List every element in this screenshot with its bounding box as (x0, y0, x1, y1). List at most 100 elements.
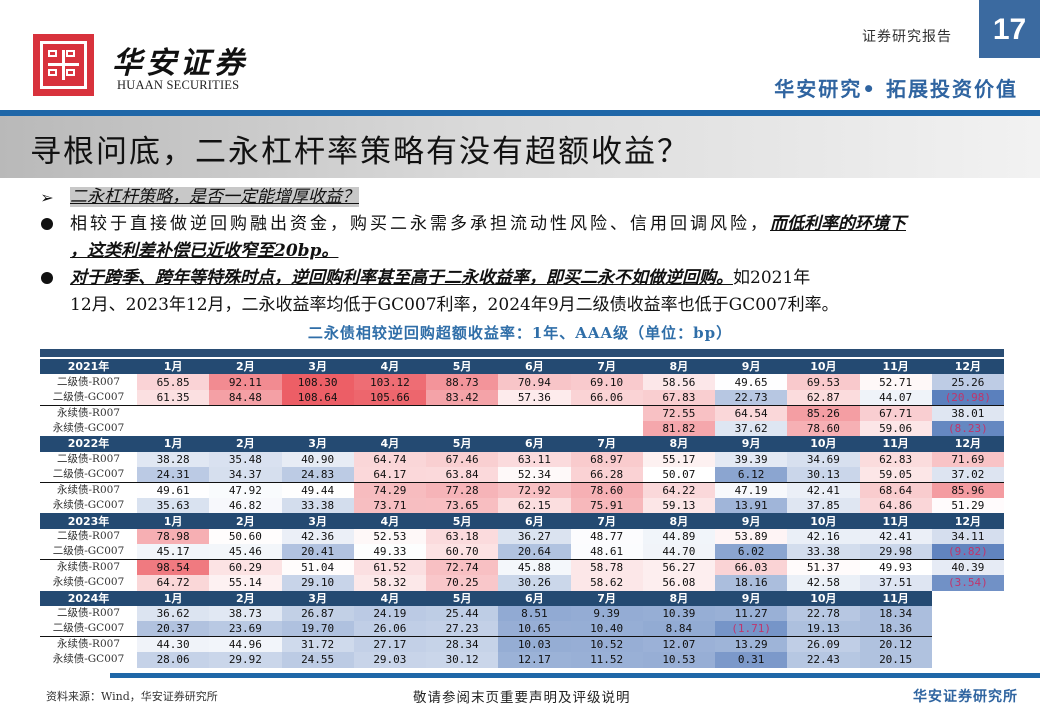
value-cell: 52.53 (353, 528, 426, 545)
year-label: 2024年 (40, 590, 137, 606)
row-label: 永续债-GC007 (40, 575, 137, 591)
value-cell: 108.30 (281, 374, 354, 390)
table-row: 二级债-R007 36.62 38.73 26.87 24.19 25.44 8.51 9.3… (40, 605, 1004, 622)
month-header: 11月 (859, 513, 932, 529)
value-cell: 68.64 (859, 481, 932, 498)
value-cell: 12.17 (498, 652, 571, 668)
month-header: 12月 (931, 359, 1004, 375)
table-title: 二永债相较逆回购超额收益率：1年、AAA级（单位：bp） (307, 324, 733, 342)
value-cell: 42.58 (787, 575, 860, 591)
value-cell: 29.98 (859, 544, 932, 560)
value-cell: 98.54 (137, 559, 210, 576)
value-cell: 64.74 (353, 451, 426, 467)
table-top-bar (40, 349, 1004, 357)
month-header: 3月 (281, 513, 354, 529)
month-header: 9月 (715, 359, 788, 375)
table-row: 二级债-R007 78.98 50.60 42.36 52.53 63.18 36.27 48… (40, 528, 1004, 545)
value-cell: (20.98) (931, 389, 1004, 406)
value-cell: 6.12 (715, 466, 788, 483)
row-label: 永续债-GC007 (40, 497, 137, 514)
value-cell: 42.16 (787, 528, 860, 545)
heading-text: 二永杠杆策略，是否一定能增厚收益？ (70, 187, 359, 207)
month-header: 11月 (859, 590, 932, 606)
bullet-2-text-a: 如2021年 (733, 268, 811, 288)
value-cell: 26.09 (787, 636, 860, 653)
value-cell: 70.94 (498, 374, 571, 390)
value-cell (137, 404, 210, 421)
value-cell: 66.06 (570, 389, 643, 406)
value-cell: 44.96 (209, 636, 282, 653)
value-cell (570, 420, 643, 437)
value-cell: 18.34 (859, 605, 932, 622)
excess-return-table: 2021年 1月 2月 3月 4月 5月 6月 7月 8月 9月 10月 11月 12月 二级债-R007… (40, 349, 1004, 668)
value-cell (931, 621, 1004, 637)
value-cell: 67.46 (426, 451, 499, 467)
row-label: 永续债-R007 (40, 481, 137, 498)
value-cell: 40.90 (281, 451, 354, 467)
value-cell: 37.85 (787, 497, 860, 514)
month-header: 4月 (353, 359, 426, 375)
value-cell: 13.91 (715, 497, 788, 514)
value-cell: 58.62 (570, 575, 643, 591)
month-header: 5月 (426, 590, 499, 606)
value-cell: 38.73 (209, 605, 282, 622)
dot-bullet-icon (36, 265, 58, 293)
value-cell: 49.44 (281, 481, 354, 498)
value-cell: 19.70 (281, 621, 354, 637)
bullet-item-2: 对于跨季、跨年等特殊时点，逆回购利率甚至高于二永收益率，即买二永不如做逆回购。如… (36, 265, 1016, 319)
month-header: 6月 (498, 436, 571, 452)
value-cell: 56.08 (642, 575, 715, 591)
value-cell: 25.26 (931, 374, 1004, 390)
value-cell: 10.52 (570, 636, 643, 653)
value-cell: 10.53 (642, 652, 715, 668)
value-cell (209, 404, 282, 421)
value-cell: 36.62 (137, 605, 210, 622)
month-header: 10月 (787, 513, 860, 529)
month-header: 2月 (209, 590, 282, 606)
row-label: 二级债-GC007 (40, 544, 137, 560)
value-cell: 61.35 (137, 389, 210, 406)
value-cell: 59.05 (859, 466, 932, 483)
value-cell: 52.34 (498, 466, 571, 483)
value-cell: 34.11 (931, 528, 1004, 545)
value-cell: 67.83 (642, 389, 715, 406)
month-header: 8月 (642, 436, 715, 452)
logo-mark (33, 34, 94, 96)
value-cell: 33.38 (281, 497, 354, 514)
value-cell: 13.29 (715, 636, 788, 653)
value-cell: 20.37 (137, 621, 210, 637)
value-cell: 62.83 (859, 451, 932, 467)
value-cell: 85.26 (787, 404, 860, 421)
value-cell: 64.54 (715, 404, 788, 421)
value-cell: 37.62 (715, 420, 788, 437)
table-row: 二级债-GC007 45.17 45.46 20.41 49.33 60.70 20.64 4… (40, 544, 1004, 560)
value-cell: 22.78 (787, 605, 860, 622)
header-divider (0, 110, 1040, 116)
value-cell: 78.60 (787, 420, 860, 437)
value-cell: 73.65 (426, 497, 499, 514)
value-cell: 64.86 (859, 497, 932, 514)
month-header (931, 590, 1004, 606)
year-header-row: 2024年 1月 2月 3月 4月 5月 6月 7月 8月 9月 10月 11月 (40, 590, 1004, 606)
month-header: 2月 (209, 513, 282, 529)
bullet-2-text-b: 12月、2023年12月，二永收益率均低于GC007利率，2024年9月二级债收… (70, 295, 839, 315)
table-row: 永续债-R007 98.54 60.29 51.04 61.52 72.74 45.88 58… (40, 559, 1004, 576)
value-cell: 55.14 (209, 575, 282, 591)
table-row: 永续债-R007 44.30 44.96 31.72 27.17 28.34 10.03 10… (40, 636, 1004, 653)
row-label: 二级债-GC007 (40, 389, 137, 406)
month-header: 1月 (137, 590, 210, 606)
value-cell: 38.28 (137, 451, 210, 467)
value-cell: 57.36 (498, 389, 571, 406)
value-cell: 34.37 (209, 466, 282, 483)
value-cell (498, 420, 571, 437)
table-row: 二级债-R007 38.28 35.48 40.90 64.74 67.46 63.11 68… (40, 451, 1004, 467)
value-cell (281, 420, 354, 437)
value-cell: 51.37 (787, 559, 860, 576)
year-label: 2022年 (40, 436, 137, 452)
value-cell: 0.31 (715, 652, 788, 668)
month-header: 11月 (859, 359, 932, 375)
value-cell: 83.42 (426, 389, 499, 406)
value-cell: 52.71 (859, 374, 932, 390)
value-cell: 10.39 (642, 605, 715, 622)
year-label: 2023年 (40, 513, 137, 529)
